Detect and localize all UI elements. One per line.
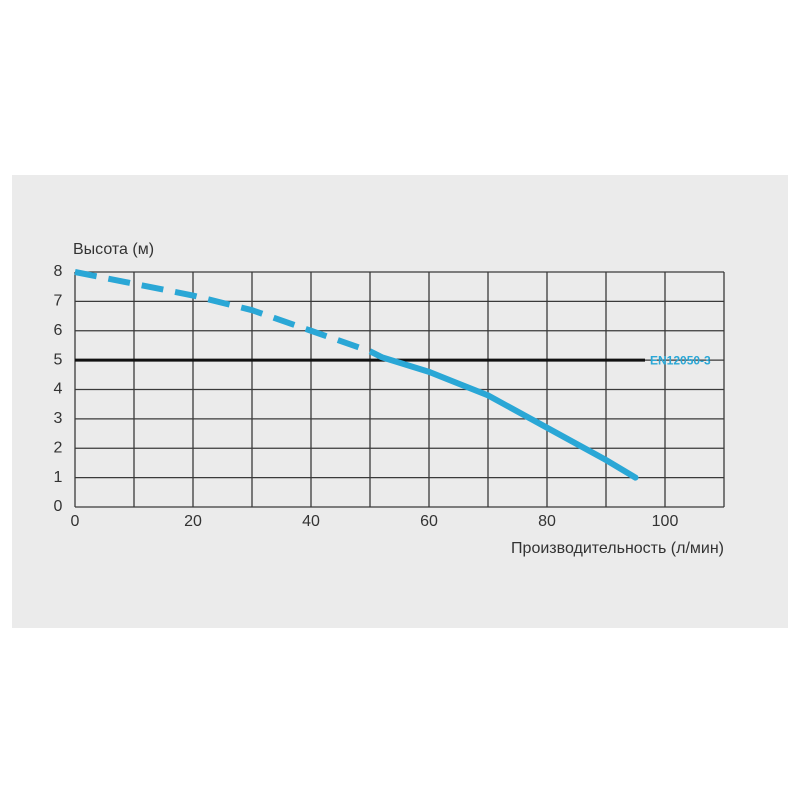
- x-tick-label: 20: [184, 513, 202, 530]
- x-tick-label: 100: [652, 513, 679, 530]
- x-tick-label: 0: [71, 513, 80, 530]
- chart-title: Высота (м): [73, 241, 154, 258]
- y-tick-label: 8: [54, 263, 63, 280]
- x-tick-label: 80: [538, 513, 556, 530]
- panel: [12, 175, 788, 628]
- y-tick-label: 5: [54, 351, 63, 368]
- y-tick-label: 7: [54, 293, 63, 310]
- series-line: [74, 269, 384, 360]
- x-tick-label: 60: [420, 513, 438, 530]
- y-tick-label: 1: [54, 469, 63, 486]
- x-axis-label: Производительность (л/мин): [511, 540, 724, 557]
- y-tick-label: 2: [54, 439, 63, 456]
- y-tick-label: 6: [54, 322, 63, 339]
- y-tick-label: 3: [54, 410, 63, 427]
- y-tick-label: 0: [54, 498, 63, 515]
- y-tick-label: 4: [54, 381, 63, 398]
- reference-label: EN12050-3: [650, 353, 711, 367]
- series-line: [378, 354, 639, 481]
- x-tick-label: 40: [302, 513, 320, 530]
